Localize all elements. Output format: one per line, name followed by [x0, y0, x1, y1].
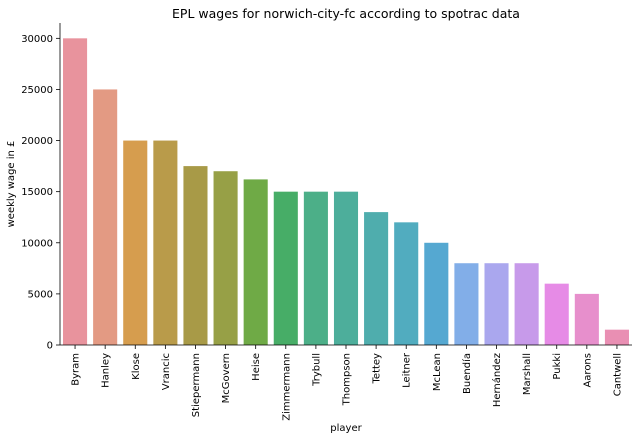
- bar-hanley: [93, 89, 118, 345]
- x-tick-label: Thompson: [342, 353, 353, 406]
- bar-mclean: [424, 242, 449, 345]
- bar-klose: [123, 140, 148, 345]
- bar-aarons: [574, 293, 599, 345]
- bar-zimmermann: [273, 191, 298, 345]
- x-tick-label: Klose: [131, 353, 142, 380]
- bar-trybull: [303, 191, 328, 345]
- x-tick-label: Heise: [251, 353, 262, 381]
- x-tick-label: Trybull: [311, 353, 322, 387]
- bar-byram: [63, 38, 88, 345]
- x-tick-label: Tettey: [372, 353, 383, 385]
- bars-group: [63, 38, 629, 345]
- x-tick-label: Hanley: [101, 353, 112, 388]
- y-tick-label: 20000: [21, 136, 53, 147]
- y-tick-label: 25000: [21, 85, 53, 96]
- bar-hernández: [484, 263, 509, 345]
- x-axis-ticks: Byram Hanley Klose Vrancic Stiepermann McGove…: [71, 345, 623, 421]
- bar-tettey: [364, 212, 389, 345]
- x-tick-label: Marshall: [522, 353, 533, 395]
- x-tick-label: McGovern: [221, 353, 232, 403]
- x-tick-label: Hernández: [491, 353, 503, 407]
- bar-marshall: [514, 263, 539, 345]
- bar-heise: [243, 179, 268, 345]
- x-tick-label: Aarons: [582, 353, 593, 388]
- x-tick-label: Stiepermann: [191, 353, 202, 417]
- x-tick-label: Vrancic: [161, 353, 172, 390]
- y-tick-label: 30000: [21, 34, 53, 45]
- y-axis-label: weekly wage in £: [6, 141, 17, 228]
- bar-stiepermann: [183, 166, 208, 345]
- x-tick-label: Leitner: [402, 352, 413, 388]
- chart-title: EPL wages for norwich-city-fc according …: [172, 6, 520, 21]
- x-tick-label: Zimmermann: [281, 353, 292, 421]
- x-tick-label: Pukki: [552, 353, 563, 380]
- y-tick-label: 5000: [28, 289, 53, 300]
- y-tick-label: 10000: [21, 238, 53, 249]
- bar-mcgovern: [213, 171, 238, 345]
- y-axis-ticks: 0 5000 10000 15000 20000 25000 30000: [21, 34, 60, 352]
- bar-buendía: [454, 263, 479, 345]
- x-tick-label: Buendía: [461, 353, 473, 394]
- x-tick-label: McLean: [432, 353, 443, 391]
- x-tick-label: Cantwell: [612, 353, 623, 396]
- bar-pukki: [544, 283, 569, 345]
- bar-thompson: [333, 191, 359, 345]
- bar-cantwell: [604, 329, 629, 345]
- y-tick-label: 0: [47, 341, 53, 352]
- y-tick-label: 15000: [21, 187, 53, 198]
- bar-leitner: [394, 222, 419, 345]
- bar-vrancic: [153, 140, 178, 345]
- x-axis-label: player: [330, 423, 362, 434]
- x-tick-label: Byram: [71, 353, 82, 386]
